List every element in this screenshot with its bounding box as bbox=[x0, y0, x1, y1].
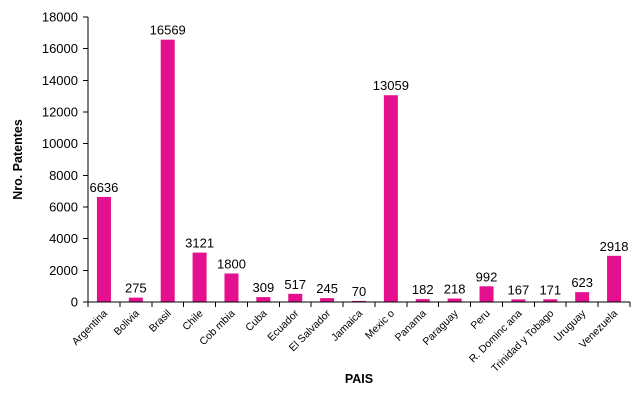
y-tick-label: 14000 bbox=[42, 73, 78, 88]
y-tick-label: 12000 bbox=[42, 105, 78, 120]
bar bbox=[192, 252, 207, 302]
data-label: 309 bbox=[253, 280, 275, 295]
x-tick-label: Brasil bbox=[147, 308, 174, 335]
data-label: 13059 bbox=[373, 78, 409, 93]
bar bbox=[543, 299, 558, 302]
data-label: 167 bbox=[508, 282, 530, 297]
x-axis-title: PAIS bbox=[345, 372, 373, 386]
data-label: 623 bbox=[571, 275, 593, 290]
x-tick-label: Argentina bbox=[70, 308, 110, 348]
x-tick-label: Chile bbox=[180, 308, 206, 334]
bar bbox=[96, 196, 111, 302]
x-tick-label: Paraguay bbox=[420, 307, 461, 348]
data-label: 992 bbox=[476, 269, 498, 284]
data-label: 16569 bbox=[150, 23, 186, 38]
data-label: 517 bbox=[284, 277, 306, 292]
bar bbox=[160, 39, 175, 302]
y-tick-label: 10000 bbox=[42, 136, 78, 151]
bar bbox=[511, 299, 526, 302]
y-tick-label: 8000 bbox=[49, 168, 78, 183]
bar bbox=[320, 298, 335, 302]
data-label: 245 bbox=[316, 281, 338, 296]
y-tick-label: 0 bbox=[71, 295, 78, 310]
x-tick-label: Bolivia bbox=[112, 308, 142, 338]
y-axis-ticks: 0 2000 4000 6000 8000 10000 12000 14000 16000 180… bbox=[42, 10, 631, 310]
y-tick-label: 6000 bbox=[49, 200, 78, 215]
bar bbox=[479, 286, 494, 302]
bar bbox=[128, 297, 143, 302]
y-axis-title: Nro. Patentes bbox=[11, 119, 25, 200]
y-tick-label: 2000 bbox=[49, 263, 78, 278]
data-label: 182 bbox=[412, 282, 434, 297]
bar bbox=[256, 297, 271, 302]
bars bbox=[96, 39, 622, 302]
y-tick-label: 18000 bbox=[42, 10, 78, 25]
x-tick-label: Cuba bbox=[243, 308, 269, 334]
data-label: 1800 bbox=[217, 257, 246, 272]
y-tick-label: 16000 bbox=[42, 41, 78, 56]
data-label: 6636 bbox=[89, 180, 118, 195]
bar bbox=[575, 292, 590, 302]
bar bbox=[352, 300, 366, 302]
data-label: 275 bbox=[125, 281, 147, 296]
data-label: 171 bbox=[539, 282, 561, 297]
x-tick-label: Peru bbox=[468, 308, 492, 332]
bar bbox=[415, 299, 430, 302]
data-label: 218 bbox=[444, 282, 466, 297]
bar bbox=[288, 293, 303, 302]
bar bbox=[224, 273, 239, 302]
y-tick-label: 4000 bbox=[49, 231, 78, 246]
data-label: 3121 bbox=[185, 236, 214, 251]
x-tick-label: Cob mbia bbox=[197, 308, 237, 348]
bar bbox=[607, 255, 622, 302]
data-label: 70 bbox=[352, 284, 366, 299]
bar bbox=[447, 298, 462, 302]
data-label: 2918 bbox=[600, 239, 629, 254]
bar bbox=[383, 95, 398, 302]
x-tick-label: Mexic o bbox=[363, 308, 397, 342]
x-tick-label: Jamaica bbox=[329, 308, 365, 344]
